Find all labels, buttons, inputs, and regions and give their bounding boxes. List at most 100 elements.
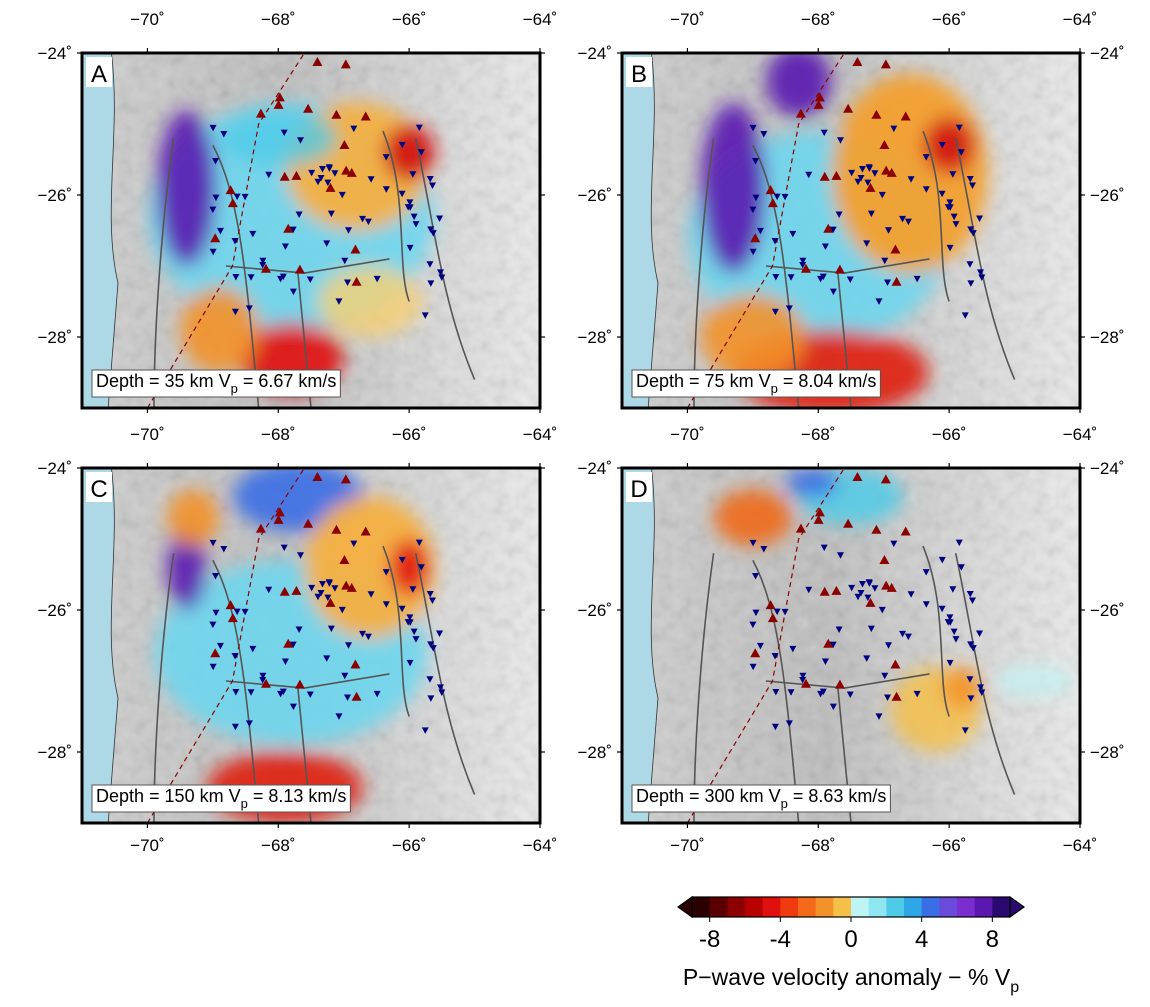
colorbar-segment <box>692 897 711 917</box>
letter-box <box>86 57 112 87</box>
station <box>373 275 381 283</box>
station <box>426 676 434 683</box>
anomaly-blob <box>167 524 207 610</box>
station <box>415 124 423 132</box>
lon-tick-label: −70˚ <box>670 836 705 855</box>
volcano <box>813 514 824 524</box>
station <box>265 586 273 594</box>
volcano <box>260 263 271 273</box>
station <box>259 257 267 265</box>
station <box>854 178 862 186</box>
station <box>317 174 325 182</box>
station <box>344 694 352 701</box>
anomaly <box>713 468 1074 752</box>
station <box>306 276 314 284</box>
station <box>749 621 757 629</box>
colorbar-segment <box>957 897 976 917</box>
station <box>938 556 946 564</box>
volcano <box>871 524 882 534</box>
lat-tick-label: −28˚ <box>578 328 613 347</box>
station <box>863 655 871 662</box>
colorbar-segment <box>921 897 940 917</box>
station <box>881 672 889 680</box>
station <box>429 230 437 237</box>
volcano <box>339 139 350 149</box>
station <box>772 273 780 281</box>
volcano <box>346 167 357 177</box>
station <box>773 193 781 201</box>
lat-tick-label: −24˚ <box>1090 459 1125 478</box>
station <box>858 581 866 588</box>
volcano <box>283 638 294 648</box>
station <box>967 641 975 648</box>
colorbar-segment <box>851 897 870 917</box>
station <box>427 280 435 287</box>
fault <box>382 130 410 302</box>
lon-tick-label: −68˚ <box>261 10 296 29</box>
station <box>976 630 984 637</box>
frame <box>620 51 1082 410</box>
station <box>429 645 437 652</box>
lon-tick-label: −68˚ <box>801 425 836 444</box>
volcano <box>814 507 825 517</box>
station <box>836 552 844 559</box>
volcano <box>346 582 357 592</box>
station <box>373 690 381 698</box>
station <box>335 713 343 720</box>
station <box>789 645 797 653</box>
station <box>318 581 326 588</box>
colorbar-segment <box>780 897 799 917</box>
depth-text: Depth = 35 km V <box>96 371 231 391</box>
lon-tick-label: −70˚ <box>670 425 705 444</box>
letter-box <box>86 472 112 502</box>
station <box>436 630 444 637</box>
colorbar-segment <box>798 897 817 917</box>
station <box>771 238 779 245</box>
volcano <box>331 109 342 119</box>
label-box <box>631 369 881 398</box>
station <box>961 312 969 319</box>
anomaly-blob <box>157 109 216 267</box>
station <box>946 244 954 252</box>
volcano <box>865 597 876 607</box>
volcano <box>351 691 362 701</box>
station <box>249 230 257 238</box>
station <box>749 206 757 214</box>
station <box>946 619 954 626</box>
station <box>209 248 217 256</box>
lon-tick-label: −64˚ <box>523 425 558 444</box>
map-content <box>82 53 540 408</box>
volcano <box>880 59 891 69</box>
depth-text: Depth = 150 km V <box>96 786 241 806</box>
volcano <box>823 638 834 648</box>
volcano <box>340 59 351 69</box>
lat-tick-label: −26˚ <box>38 186 73 205</box>
station <box>398 190 406 198</box>
lon-tick-label: −64˚ <box>523 836 558 855</box>
station <box>957 564 965 571</box>
volcano <box>294 679 305 689</box>
station <box>324 179 332 187</box>
map-panel: C Depth = 150 km Vp = 8.13 km/s −70˚ −70˚ −6… <box>38 425 558 855</box>
anomaly-blob <box>180 287 259 373</box>
map-panel: B Depth = 75 km Vp = 8.04 km/s −70˚ −68˚ −66… <box>578 10 1125 413</box>
lat-tick-label: −26˚ <box>38 601 73 620</box>
station <box>241 193 249 201</box>
panel-letter: B <box>631 61 647 88</box>
station <box>952 221 960 228</box>
station <box>946 659 954 667</box>
volcano <box>339 554 350 564</box>
volcano <box>890 244 901 254</box>
station <box>749 539 757 547</box>
volcano <box>750 648 761 658</box>
volcano <box>273 514 284 524</box>
station <box>245 305 253 312</box>
volcano <box>255 108 266 118</box>
station <box>231 723 239 731</box>
anomaly-blob <box>167 489 220 547</box>
station <box>280 544 288 552</box>
colorbar-tick-label: 4 <box>915 926 928 953</box>
station <box>904 218 912 226</box>
fault <box>954 138 1016 380</box>
station <box>799 672 807 680</box>
